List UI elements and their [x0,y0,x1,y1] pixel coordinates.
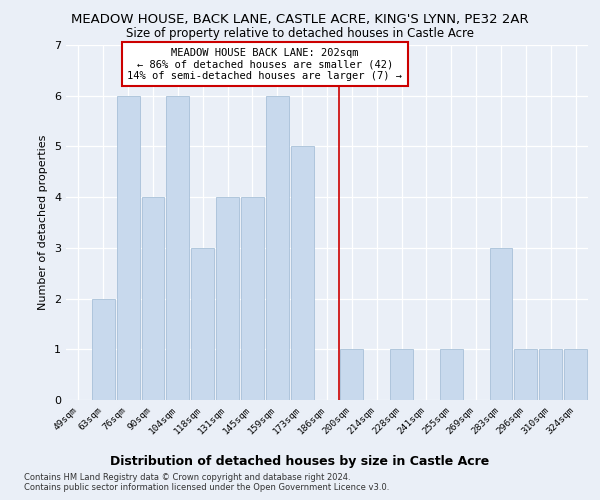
Bar [564,350,587,400]
Text: Contains public sector information licensed under the Open Government Licence v3: Contains public sector information licen… [24,484,389,492]
Text: Size of property relative to detached houses in Castle Acre: Size of property relative to detached ho… [126,28,474,40]
Bar [241,197,264,400]
Y-axis label: Number of detached properties: Number of detached properties [38,135,49,310]
Bar [539,350,562,400]
Bar [266,96,289,400]
Text: Contains HM Land Registry data © Crown copyright and database right 2024.: Contains HM Land Registry data © Crown c… [24,474,350,482]
Bar [117,96,140,400]
Bar [92,298,115,400]
Bar [490,248,512,400]
Bar [291,146,314,400]
Bar [514,350,537,400]
Text: MEADOW HOUSE BACK LANE: 202sqm
← 86% of detached houses are smaller (42)
14% of : MEADOW HOUSE BACK LANE: 202sqm ← 86% of … [127,48,403,80]
Bar [390,350,413,400]
Bar [440,350,463,400]
Text: Distribution of detached houses by size in Castle Acre: Distribution of detached houses by size … [110,455,490,468]
Bar [142,197,164,400]
Bar [191,248,214,400]
Text: MEADOW HOUSE, BACK LANE, CASTLE ACRE, KING'S LYNN, PE32 2AR: MEADOW HOUSE, BACK LANE, CASTLE ACRE, KI… [71,12,529,26]
Bar [166,96,189,400]
Bar [340,350,363,400]
Bar [216,197,239,400]
